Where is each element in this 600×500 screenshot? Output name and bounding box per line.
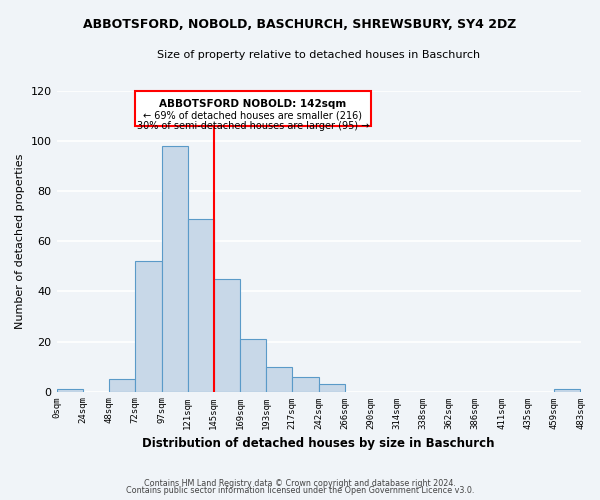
Bar [162, 146, 188, 392]
Text: Contains public sector information licensed under the Open Government Licence v3: Contains public sector information licen… [126, 486, 474, 495]
Text: ABBOTSFORD NOBOLD: 142sqm: ABBOTSFORD NOBOLD: 142sqm [159, 100, 347, 110]
Bar [109, 379, 134, 392]
Bar [56, 389, 83, 392]
Bar [188, 219, 214, 392]
Title: Size of property relative to detached houses in Baschurch: Size of property relative to detached ho… [157, 50, 480, 60]
Bar [266, 366, 292, 392]
Bar [214, 279, 240, 392]
Text: 30% of semi-detached houses are larger (95) →: 30% of semi-detached houses are larger (… [137, 121, 369, 131]
FancyBboxPatch shape [134, 92, 371, 126]
Bar [554, 389, 580, 392]
Text: Contains HM Land Registry data © Crown copyright and database right 2024.: Contains HM Land Registry data © Crown c… [144, 478, 456, 488]
Bar [134, 262, 162, 392]
Text: ABBOTSFORD, NOBOLD, BASCHURCH, SHREWSBURY, SY4 2DZ: ABBOTSFORD, NOBOLD, BASCHURCH, SHREWSBUR… [83, 18, 517, 30]
Bar [319, 384, 345, 392]
Text: ← 69% of detached houses are smaller (216): ← 69% of detached houses are smaller (21… [143, 110, 362, 120]
Bar [292, 376, 319, 392]
Y-axis label: Number of detached properties: Number of detached properties [15, 154, 25, 329]
X-axis label: Distribution of detached houses by size in Baschurch: Distribution of detached houses by size … [142, 437, 495, 450]
Bar [240, 339, 266, 392]
